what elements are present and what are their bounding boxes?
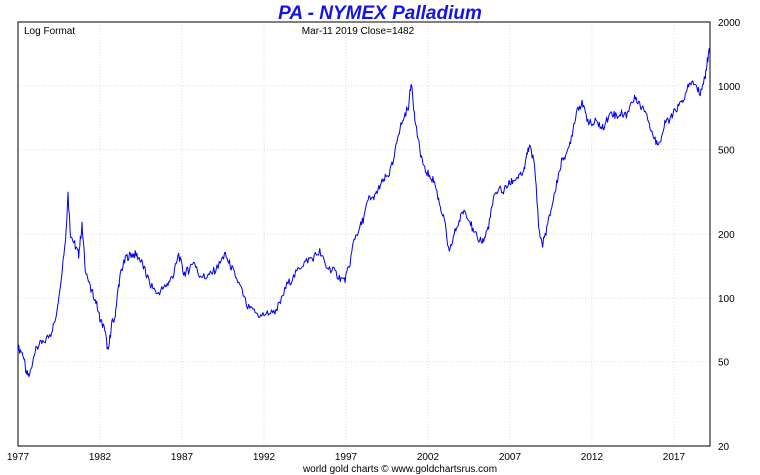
y-tick-label: 500	[718, 146, 735, 157]
x-tick-label: 2012	[581, 452, 604, 463]
price-series-line	[17, 48, 711, 378]
x-tick-label: 2002	[417, 452, 440, 463]
x-tick-label: 2007	[499, 452, 522, 463]
x-tick-label: 1982	[89, 452, 112, 463]
x-tick-label: 1992	[253, 452, 276, 463]
y-tick-label: 100	[718, 294, 735, 305]
y-tick-label: 1000	[718, 82, 741, 93]
y-tick-label: 2000	[718, 18, 741, 29]
log-format-label: Log Format	[24, 26, 75, 37]
footer-credit: world gold charts © www.goldchartsrus.co…	[302, 464, 497, 475]
date-close-label: Mar-11 2019 Close=1482	[302, 26, 415, 37]
plot-frame	[17, 21, 711, 447]
x-tick-label: 1987	[171, 452, 194, 463]
x-tick-label: 1997	[335, 452, 358, 463]
y-tick-label: 200	[718, 230, 735, 241]
y-tick-label: 20	[718, 442, 730, 453]
x-tick-label: 2017	[663, 452, 686, 463]
x-tick-label: 1977	[7, 452, 30, 463]
tick-labels: 2000 1000 500 200 100 50 20 1977 1982 1987 1992 199…	[7, 18, 741, 463]
chart-title: PA - NYMEX Palladium	[278, 3, 482, 24]
y-tick-label: 50	[718, 358, 730, 369]
series-layer	[17, 48, 711, 378]
